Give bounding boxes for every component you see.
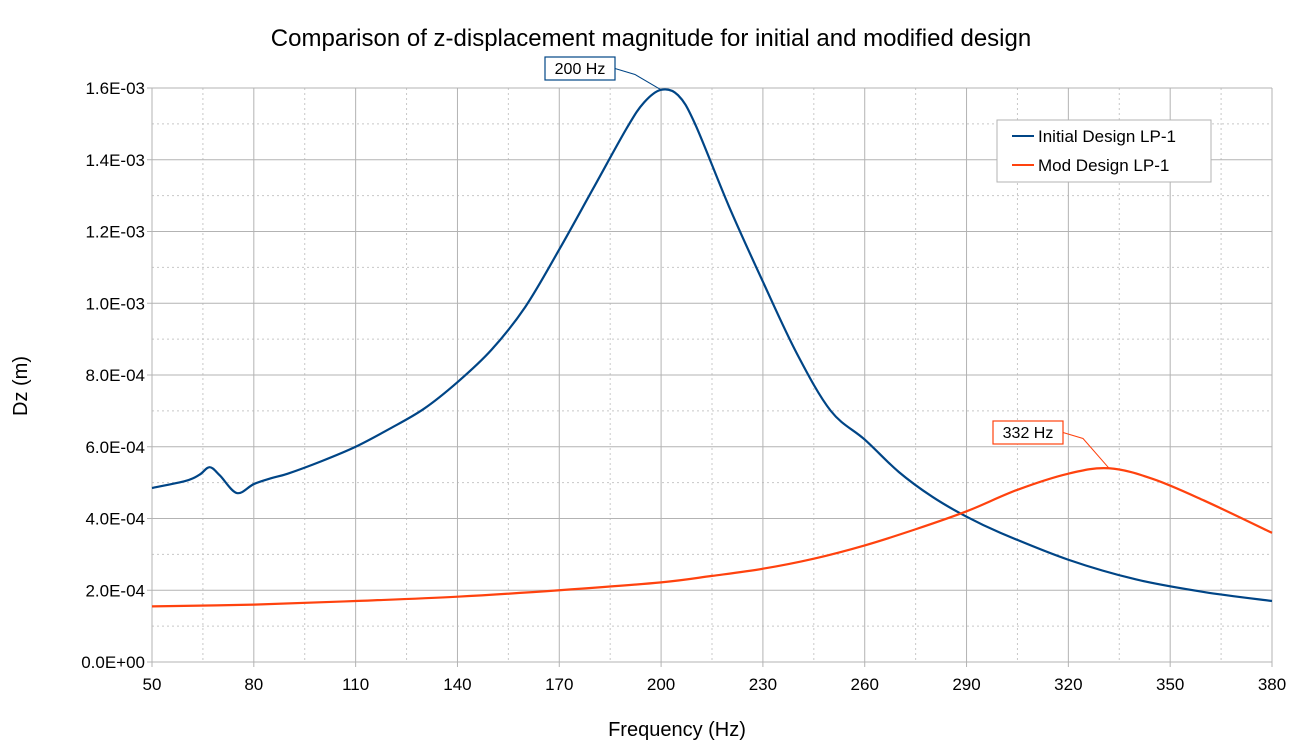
x-tick-label: 80 (244, 675, 263, 694)
y-tick-label: 1.2E-03 (85, 223, 145, 242)
y-axis-label: Dz (m) (10, 356, 32, 416)
y-tick-label: 2.0E-04 (85, 581, 145, 600)
x-axis-label: Frequency (Hz) (608, 719, 746, 741)
y-tick-label: 0.0E+00 (81, 653, 145, 672)
y-tick-label: 1.0E-03 (85, 294, 145, 313)
legend-label-mod: Mod Design LP-1 (1038, 156, 1169, 175)
legend-box (996, 119, 1212, 183)
y-tick-label: 1.4E-03 (85, 151, 145, 170)
x-tick-label: 350 (1156, 675, 1184, 694)
annotation-leader (614, 68, 662, 91)
annotation-label: 332 Hz (1003, 425, 1054, 442)
legend: Initial Design LP-1 Mod Design LP-1 (996, 119, 1212, 183)
legend-label-initial: Initial Design LP-1 (1038, 127, 1176, 146)
annotations: 200 Hz 332 Hz (544, 56, 1110, 469)
x-tick-label: 260 (851, 675, 879, 694)
x-tick-label: 290 (952, 675, 980, 694)
ticks: 50 80 110 140 170 200 230 260 290 320 350 380 0.0E+0… (81, 79, 1286, 694)
x-tick-label: 380 (1258, 675, 1286, 694)
y-tick-label: 8.0E-04 (85, 366, 145, 385)
annotation-box (544, 56, 616, 81)
annotation-leader (1062, 432, 1110, 469)
grid (147, 87, 1273, 667)
x-tick-label: 320 (1054, 675, 1082, 694)
y-tick-label: 4.0E-04 (85, 510, 145, 529)
x-tick-label: 110 (342, 675, 369, 694)
chart-title: Comparison of z-displacement magnitude f… (271, 25, 1031, 52)
series-line-initial (151, 88, 1273, 603)
y-tick-label: 1.6E-03 (85, 79, 145, 98)
x-tick-label: 50 (143, 675, 162, 694)
annotation-label: 200 Hz (555, 61, 606, 78)
annotation-box (992, 420, 1064, 445)
x-tick-label: 230 (749, 675, 777, 694)
x-tick-label: 200 (647, 675, 675, 694)
y-tick-label: 6.0E-04 (85, 438, 145, 457)
x-tick-label: 170 (545, 675, 573, 694)
x-tick-label: 140 (443, 675, 471, 694)
